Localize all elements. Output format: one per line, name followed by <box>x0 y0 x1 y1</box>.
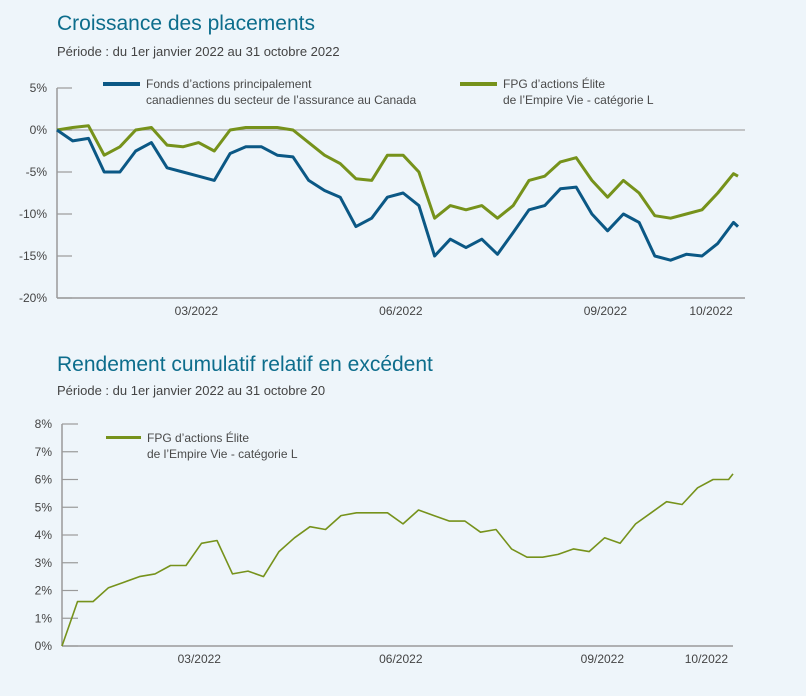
chart1-subtitle: Période : du 1er janvier 2022 au 31 octo… <box>57 44 340 59</box>
chart1-x-tick-label: 09/2022 <box>584 304 628 318</box>
chart2-x-tick-label: 10/2022 <box>685 652 729 666</box>
legend-label-excess: FPG d’actions Élite de l’Empire Vie - cat… <box>147 431 298 461</box>
legend-swatch-excess <box>106 436 141 439</box>
chart2-title: Rendement cumulatif relatif en excédent <box>57 353 433 376</box>
chart1-series-line-1 <box>56 124 739 220</box>
chart2-y-tick-label: 2% <box>35 584 53 598</box>
chart2-series-line-0 <box>61 473 734 647</box>
chart1-y-tick-label: 0% <box>30 123 48 137</box>
legend-label-fund: Fonds d’actions principalement canadienne… <box>146 77 417 107</box>
chart1-x-tick-label: 06/2022 <box>379 304 423 318</box>
chart2-y-tick-label: 7% <box>35 445 53 459</box>
chart1-y-tick-label: 5% <box>30 81 48 95</box>
chart2-y-tick-label: 1% <box>35 611 53 625</box>
chart1-y-tick-label: -10% <box>19 207 47 221</box>
chart1-series-line-0 <box>56 128 740 262</box>
chart2-x-tick-label: 06/2022 <box>379 652 423 666</box>
chart2-y-tick-label: 5% <box>35 500 53 514</box>
chart1-y-tick-label: -15% <box>19 249 47 263</box>
chart2-y-tick-label: 8% <box>35 417 53 431</box>
chart2-subtitle: Période : du 1er janvier 2022 au 31 octo… <box>57 383 326 398</box>
chart2-y-tick-label: 4% <box>35 528 53 542</box>
chart1-x-tick-label: 10/2022 <box>689 304 733 318</box>
chart1-x-tick-label: 03/2022 <box>175 304 219 318</box>
legend-swatch-fund <box>103 82 140 86</box>
chart2-x-tick-label: 03/2022 <box>178 652 222 666</box>
chart2-y-tick-label: 3% <box>35 556 53 570</box>
chart2-y-tick-label: 6% <box>35 473 53 487</box>
chart1-y-tick-label: -5% <box>26 165 48 179</box>
chart1-y-tick-label: -20% <box>19 291 47 305</box>
chart1-title: Croissance des placements <box>57 12 315 35</box>
legend-label-elite: FPG d’actions Élite de l’Empire Vie - cat… <box>503 77 654 107</box>
chart2-x-tick-label: 09/2022 <box>581 652 625 666</box>
chart2-y-tick-label: 0% <box>35 639 53 653</box>
legend-swatch-elite <box>460 82 497 86</box>
